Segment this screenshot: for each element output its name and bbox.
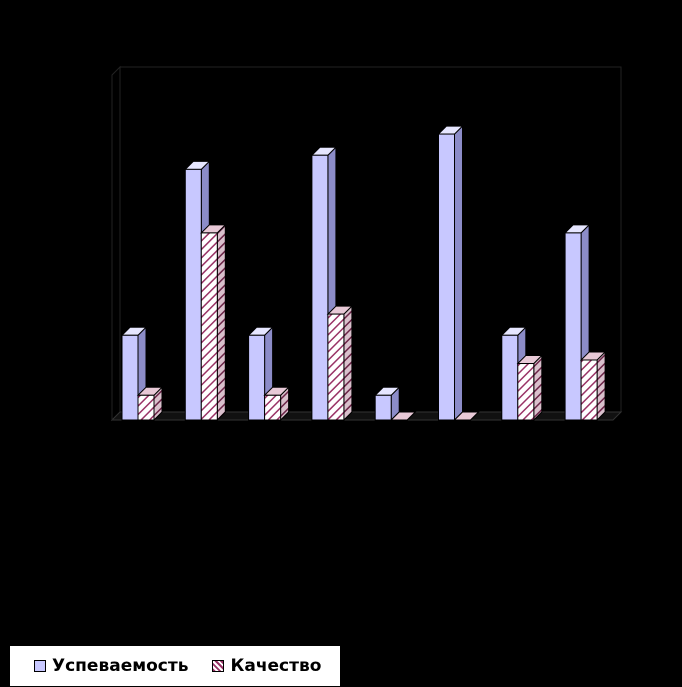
bar-front-s2-c5 bbox=[390, 419, 408, 421]
legend: Успеваемость Качество bbox=[10, 646, 340, 686]
bar-front-s1-c7 bbox=[501, 334, 519, 421]
bar-s2-c4 bbox=[326, 304, 354, 422]
bar-s2-c3 bbox=[263, 386, 290, 422]
bar-front-s2-c7 bbox=[517, 363, 535, 421]
bar-side-s2-c7 bbox=[533, 354, 543, 422]
bar-s1-c5 bbox=[373, 386, 401, 422]
legend-label-2: Качество bbox=[230, 656, 322, 676]
bar-front-s2-c6 bbox=[454, 419, 471, 421]
bar-front-s1-c2 bbox=[184, 168, 202, 421]
legend-swatch-solid bbox=[34, 660, 46, 672]
bar-s2-c1 bbox=[136, 386, 164, 422]
bar-s2-c8 bbox=[579, 350, 607, 422]
bar-front-s2-c8 bbox=[580, 359, 598, 421]
bar-front-s2-c4 bbox=[327, 313, 345, 421]
legend-item-series-2: Качество bbox=[212, 656, 321, 676]
bar-side-s2-c4 bbox=[343, 304, 353, 422]
side-wall bbox=[111, 65, 121, 422]
bar-s2-c7 bbox=[516, 354, 544, 422]
bar-front-s1-c1 bbox=[121, 334, 139, 421]
legend-label-1: Успеваемость bbox=[52, 656, 189, 676]
bar-s2-c2 bbox=[200, 223, 227, 422]
bar-s2-c5 bbox=[389, 411, 417, 421]
bar-front-s2-c3 bbox=[264, 394, 282, 421]
bar-front-s1-c8 bbox=[564, 232, 582, 421]
bar-front-s1-c4 bbox=[311, 154, 329, 421]
bar-s2-c6 bbox=[453, 411, 480, 421]
bar-front-s2-c1 bbox=[137, 394, 155, 421]
bar-side-s1-c6 bbox=[454, 124, 463, 422]
bar-front-s1-c6 bbox=[438, 133, 455, 421]
bar-s1-c6 bbox=[437, 124, 464, 422]
legend-swatch-hatch bbox=[212, 660, 225, 672]
bar-side-s2-c2 bbox=[216, 223, 226, 422]
bar-front-s1-c3 bbox=[248, 334, 266, 421]
bar-front-s2-c2 bbox=[200, 232, 218, 421]
bars-group bbox=[120, 124, 607, 422]
legend-item-series-1: Успеваемость bbox=[34, 656, 188, 676]
bar-front-s1-c5 bbox=[374, 394, 392, 421]
bar-side-s2-c8 bbox=[596, 350, 606, 422]
